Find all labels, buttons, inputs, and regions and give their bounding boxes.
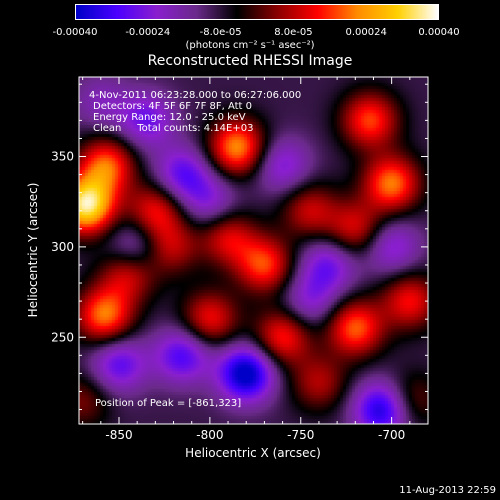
colorbar-tick-label: -0.00024 [125, 27, 171, 38]
colorbar-units: (photons cm⁻² s⁻¹ asec⁻²) [185, 40, 315, 51]
annotation-energy-range: Energy Range: 12.0 - 25.0 keV [93, 112, 246, 123]
y-tick-label: 250 [51, 330, 74, 344]
x-tick-label: -800 [196, 428, 223, 442]
axis-ticks: -850 -800 -750 -700 250 300 350 [51, 77, 429, 442]
chart-title: Reconstructed RHESSI Image [147, 53, 353, 69]
colorbar-tick-label: 0.00024 [345, 27, 387, 38]
colorbar-tick-label: 0.00040 [418, 27, 460, 38]
annotation-detectors: Detectors: 4F 5F 6F 7F 8F, Att 0 [93, 101, 252, 112]
peak-position-label: Position of Peak = [-861,323] [95, 398, 241, 409]
y-tick-label: 350 [51, 150, 74, 164]
y-axis-label: Heliocentric Y (arcsec) [26, 183, 40, 318]
x-tick-label: -700 [378, 428, 405, 442]
colorbar-tick-label: 8.0e-05 [274, 27, 313, 38]
plot-frame [78, 76, 429, 425]
colorbar-tick-label: -8.0e-05 [199, 27, 242, 38]
heatmap-image [79, 77, 428, 424]
x-tick-label: -750 [287, 428, 314, 442]
annotation-clean-counts: Clean Total counts: 4.14E+03 [93, 123, 253, 134]
colorbar-tick-label: -0.00040 [52, 27, 98, 38]
annotation-time-range: 4-Nov-2011 06:23:28.000 to 06:27:06.000 [89, 90, 301, 101]
x-axis-label: Heliocentric X (arcsec) [185, 446, 321, 460]
colorbar [75, 4, 439, 20]
timestamp: 11-Aug-2013 22:59 [399, 485, 496, 496]
y-tick-label: 300 [51, 240, 74, 254]
x-tick-label: -850 [105, 428, 132, 442]
